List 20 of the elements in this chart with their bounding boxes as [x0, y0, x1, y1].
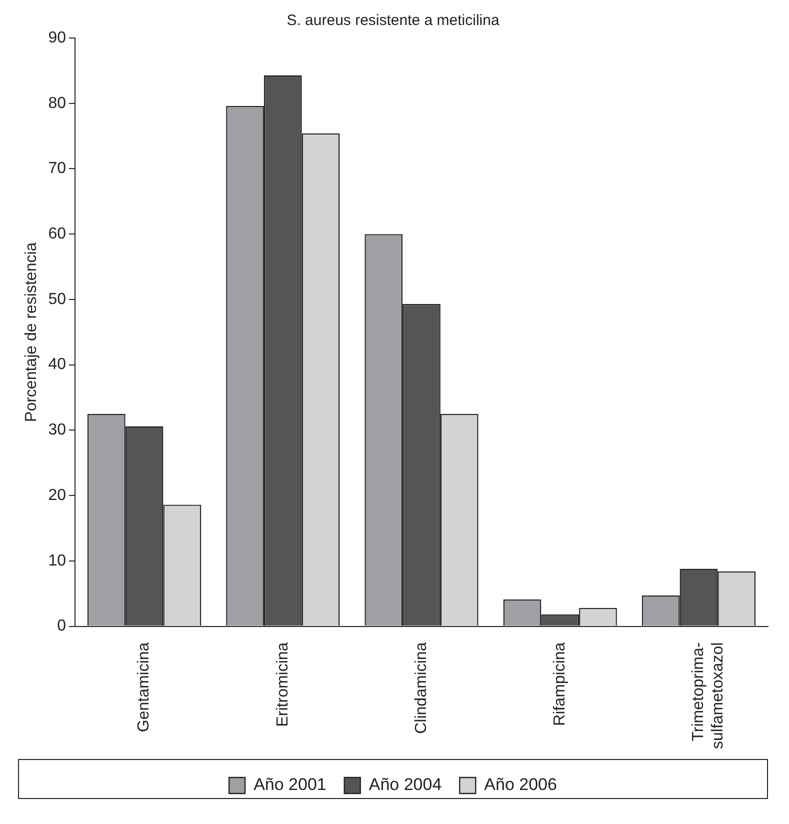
x-tick-label: Gentamicina [136, 642, 153, 732]
y-tick-label: 40 [48, 356, 66, 374]
y-axis-title: Porcentaje de resistencia [23, 242, 40, 422]
x-tick-label: Rifampicina [552, 642, 569, 726]
y-tick-label: 60 [48, 226, 66, 242]
x-tick-label: Clindamicina [412, 642, 430, 734]
y-tick-label: 70 [48, 160, 66, 178]
legend-label: Año 2006 [484, 775, 557, 794]
legend-label: Año 2004 [368, 775, 442, 794]
y-tick-label: 30 [48, 422, 66, 439]
x-tick-label: Eritromicina [274, 642, 292, 727]
y-tick-label: 90 [48, 29, 66, 46]
x-tick-label: Trimetoprima-sulfametoxazol [690, 642, 726, 749]
y-tick-label: 80 [48, 94, 66, 112]
y-tick-label: 20 [48, 486, 66, 504]
y-tick-label: 0 [57, 618, 66, 635]
legend-label: Año 2001 [254, 775, 326, 794]
y-tick-label: 50 [48, 290, 66, 308]
y-tick-label: 10 [48, 552, 66, 570]
chart-title: S. aureus resistente a meticilina [286, 12, 500, 30]
